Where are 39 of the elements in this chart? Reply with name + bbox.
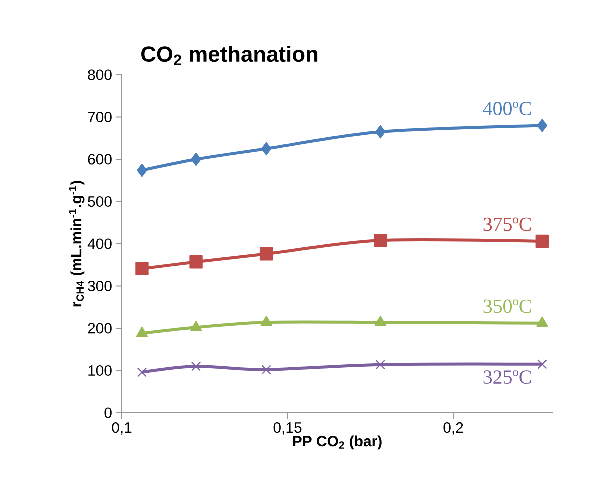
series-label: 400ºC [483,102,532,116]
point [538,360,548,370]
point [260,316,272,326]
point [191,362,202,372]
y-tick-label: 500 [88,196,112,208]
y-tick-label: 0 [104,408,112,418]
x-axis-title: PP CO$_{2}$ (bar) [293,436,382,450]
y-tick-label: 200 [88,323,112,334]
point [137,368,148,378]
series-label: 375ºC [484,218,532,232]
y-axis-title: r$_{CH4}$ (mL.min$^{-1}$.g$^{-1}$) [69,181,85,307]
point [190,321,202,332]
point [136,326,148,338]
series-label: 325ºC [484,370,532,384]
x-tick-label: 0,1 [112,422,132,435]
x-tick-label: 0,15 [274,422,302,435]
y-tick-label: 100 [88,365,112,376]
point [374,316,386,326]
point [374,234,388,248]
y-tick-label: 400 [88,238,112,250]
series-label: 350ºC [484,300,532,314]
point [376,125,386,139]
point [537,119,548,132]
y-tick-label: 800 [88,70,112,80]
x-tick-label: 0,2 [444,422,464,435]
point [376,360,386,370]
point [260,248,274,261]
point [536,234,549,248]
point [262,365,272,375]
y-tick-label: 300 [88,280,112,292]
point [137,164,148,178]
point [191,152,202,166]
y-tick-label: 600 [88,154,112,165]
point [136,262,149,276]
point [261,142,272,156]
chart-title: CO$_{2}$ methanation [142,46,318,66]
point [536,316,548,328]
y-tick-label: 700 [88,112,112,123]
point [190,256,203,269]
